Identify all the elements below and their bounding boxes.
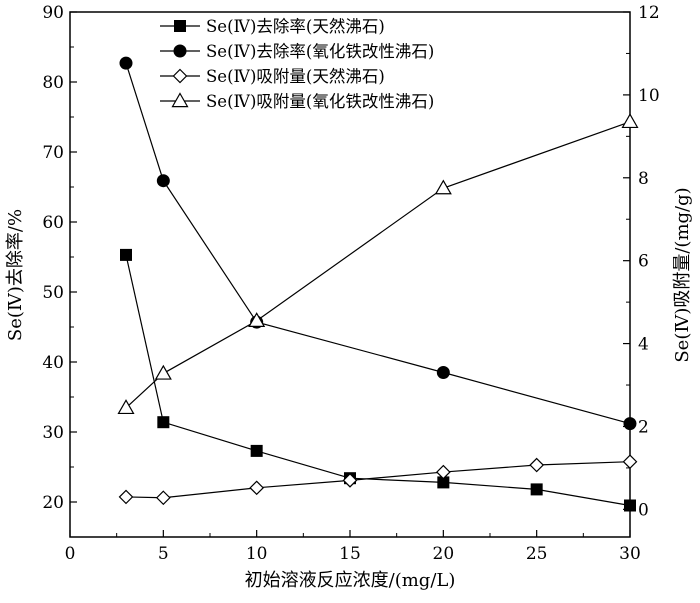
y-left-tick-label: 60	[42, 213, 64, 233]
data-point	[529, 457, 545, 473]
data-point	[248, 312, 266, 328]
x-tick-label: 20	[433, 544, 455, 564]
data-point	[623, 417, 637, 431]
data-point	[154, 364, 172, 380]
data-point	[118, 489, 134, 505]
legend-label: Se(Ⅳ)去除率(氧化铁改性沸石)	[206, 42, 434, 61]
data-point	[342, 473, 358, 488]
y-left-tick-label: 20	[42, 493, 64, 513]
legend-label: Se(Ⅳ)去除率(天然沸石)	[206, 17, 385, 36]
legend-item: Se(Ⅳ)去除率(氧化铁改性沸石)	[160, 42, 434, 61]
data-point	[156, 174, 170, 188]
legend-item: Se(Ⅳ)吸附量(氧化铁改性沸石)	[160, 92, 434, 111]
data-point	[117, 399, 135, 415]
data-point	[435, 464, 451, 480]
legend-marker	[174, 20, 186, 32]
series-line	[125, 254, 631, 507]
y-axis-left: 20 30 40 50 60 70 80 90	[42, 3, 77, 513]
legend-label: Se(Ⅳ)吸附量(天然沸石)	[206, 67, 385, 86]
x-tick-label: 25	[526, 544, 548, 564]
y-right-tick-label: 8	[638, 169, 649, 189]
data-point	[249, 480, 265, 496]
data-point	[530, 483, 543, 496]
y-right-tick-label: 2	[638, 417, 649, 437]
series-4	[117, 113, 639, 415]
y-left-tick-label: 80	[42, 73, 64, 93]
series-layer	[117, 56, 639, 512]
y-right-tick-label: 12	[638, 3, 660, 23]
legend-item: Se(Ⅳ)吸附量(天然沸石)	[160, 67, 385, 86]
x-tick-label: 15	[339, 544, 361, 564]
y-axis-right-title: Se(Ⅳ)吸附量/(mg/g)	[672, 187, 693, 362]
data-point	[434, 179, 452, 195]
y-left-tick-label: 40	[42, 353, 64, 373]
x-tick-label: 0	[65, 544, 76, 564]
y-axis-left-title: Se(Ⅳ)去除率/%	[5, 209, 26, 341]
y-left-tick-label: 70	[42, 143, 64, 163]
y-left-tick-label: 30	[42, 423, 64, 443]
data-point	[250, 444, 263, 457]
x-tick-label: 10	[246, 544, 268, 564]
y-right-tick-label: 10	[638, 86, 660, 106]
legend-marker	[171, 92, 189, 108]
legend-marker	[172, 68, 188, 84]
x-axis-title: 初始溶液反应浓度/(mg/L)	[245, 570, 456, 591]
data-point	[621, 113, 639, 129]
data-point	[119, 56, 133, 70]
series-line	[125, 121, 631, 409]
x-axis: 0 5 10 15 20 25 30	[65, 530, 641, 564]
data-point	[622, 454, 638, 470]
data-point	[120, 248, 132, 261]
x-tick-label: 30	[619, 544, 641, 564]
data-point	[157, 416, 170, 429]
series-2	[119, 56, 637, 431]
legend: Se(Ⅳ)去除率(天然沸石) Se(Ⅳ)去除率(氧化铁改性沸石) Se(Ⅳ)吸附量(…	[160, 17, 434, 111]
y-right-tick-label: 0	[638, 500, 649, 520]
series-line	[125, 62, 631, 425]
y-right-tick-label: 6	[638, 252, 649, 272]
y-left-tick-label: 50	[42, 283, 64, 303]
series-1	[120, 248, 636, 512]
plot-frame	[69, 11, 631, 538]
legend-marker	[173, 44, 187, 58]
legend-item: Se(Ⅳ)去除率(天然沸石)	[160, 17, 385, 36]
series-3	[118, 454, 638, 506]
data-point	[436, 366, 450, 379]
y-axis-right: 0 2 4 6 8 10 12	[623, 3, 660, 520]
data-point	[624, 499, 636, 512]
y-left-tick-label: 90	[42, 3, 64, 23]
x-tick-label: 5	[158, 544, 169, 564]
data-point	[155, 490, 171, 506]
y-right-tick-label: 4	[638, 335, 649, 355]
legend-label: Se(Ⅳ)吸附量(氧化铁改性沸石)	[206, 92, 434, 111]
